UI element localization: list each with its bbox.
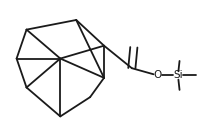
Text: Si: Si xyxy=(173,70,183,80)
Text: O: O xyxy=(154,70,162,80)
